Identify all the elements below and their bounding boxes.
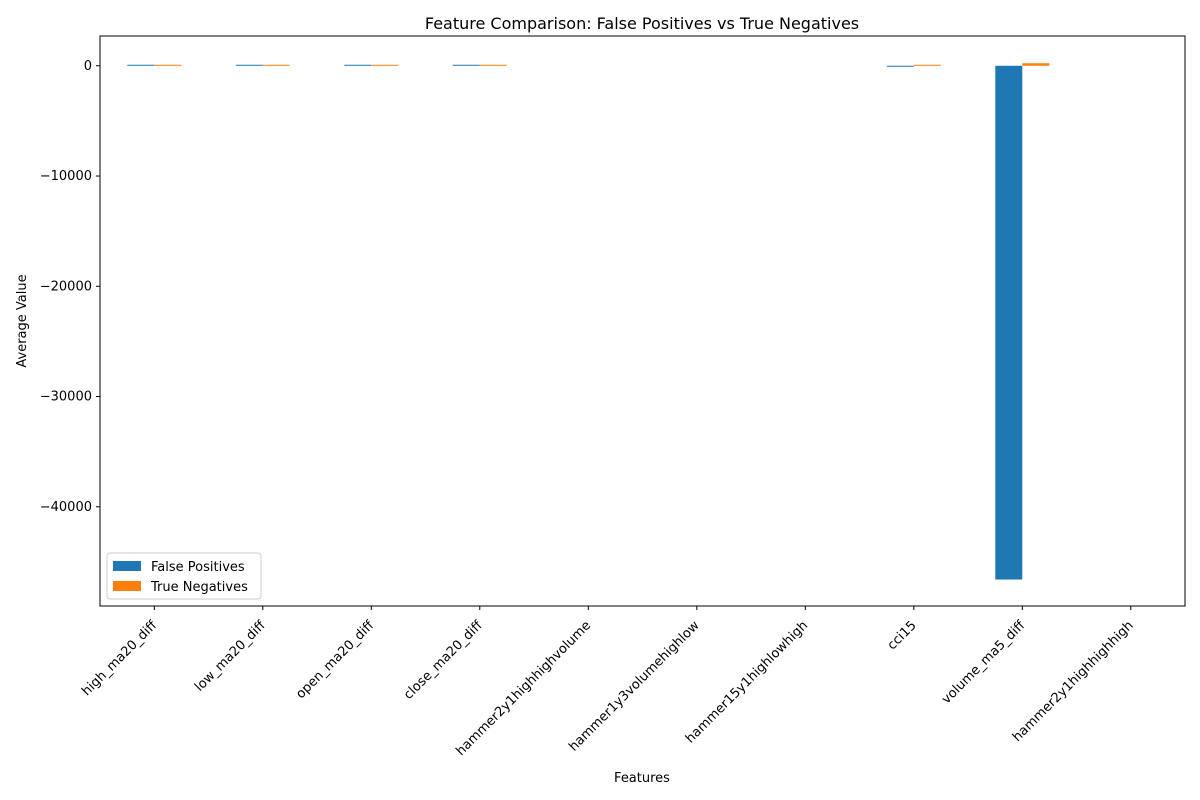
x-axis: high_ma20_diff low_ma20_diff open_ma20_dif… — [79, 606, 1137, 759]
bar-false-positives-high-ma20-diff — [127, 64, 155, 66]
x-axis-title: Features — [614, 771, 670, 786]
x-tick-label-volume-ma5-diff: volume_ma5_diff — [939, 617, 1029, 707]
bar-true-negatives-cci15 — [913, 64, 941, 66]
legend: False Positives True Negatives — [106, 552, 262, 600]
bar-false-positives-cci15 — [886, 65, 914, 67]
legend-swatch-false-positives — [113, 561, 141, 571]
y-tick-label: −20000 — [40, 279, 92, 294]
bars-group — [127, 63, 1050, 580]
x-tick-label-high-ma20-diff: high_ma20_diff — [79, 617, 161, 699]
chart-title: Feature Comparison: False Positives vs T… — [425, 14, 859, 33]
bar-true-negatives-close-ma20-diff — [479, 64, 507, 66]
y-axis-title: Average Value — [15, 274, 30, 367]
x-tick-label-cci15: cci15 — [885, 618, 920, 653]
legend-label-false-positives: False Positives — [151, 560, 245, 575]
bar-true-negatives-volume-ma5-diff — [1022, 63, 1050, 66]
y-tick-label: 0 — [84, 59, 92, 74]
y-tick-label: −40000 — [40, 500, 92, 515]
bar-false-positives-close-ma20-diff — [452, 64, 480, 66]
legend-swatch-true-negatives — [113, 581, 141, 591]
x-tick-label-low-ma20-diff: low_ma20_diff — [192, 617, 269, 694]
bar-false-positives-low-ma20-diff — [235, 64, 263, 66]
bar-false-positives-open-ma20-diff — [344, 64, 372, 66]
plot-frame — [99, 35, 1186, 607]
legend-box — [106, 552, 262, 600]
x-tick-label-hammer15y1highlowhigh: hammer15y1highlowhigh — [683, 618, 811, 746]
x-tick-label-close-ma20-diff: close_ma20_diff — [401, 617, 486, 702]
bar-true-negatives-low-ma20-diff — [262, 64, 290, 66]
y-tick-label: −30000 — [40, 390, 92, 405]
bar-true-negatives-open-ma20-diff — [371, 64, 399, 66]
bar-false-positives-volume-ma5-diff — [995, 65, 1023, 580]
x-tick-label-hammer2y1highhighhigh: hammer2y1highhighhigh — [1010, 618, 1137, 745]
x-tick-label-hammer1y3volumehighlow: hammer1y3volumehighlow — [566, 618, 703, 755]
y-axis: 0 −10000 −20000 −30000 −40000 — [40, 59, 100, 515]
bar-true-negatives-high-ma20-diff — [154, 64, 182, 66]
y-tick-label: −10000 — [40, 169, 92, 184]
legend-label-true-negatives: True Negatives — [150, 580, 248, 595]
x-tick-label-open-ma20-diff: open_ma20_diff — [293, 617, 377, 701]
